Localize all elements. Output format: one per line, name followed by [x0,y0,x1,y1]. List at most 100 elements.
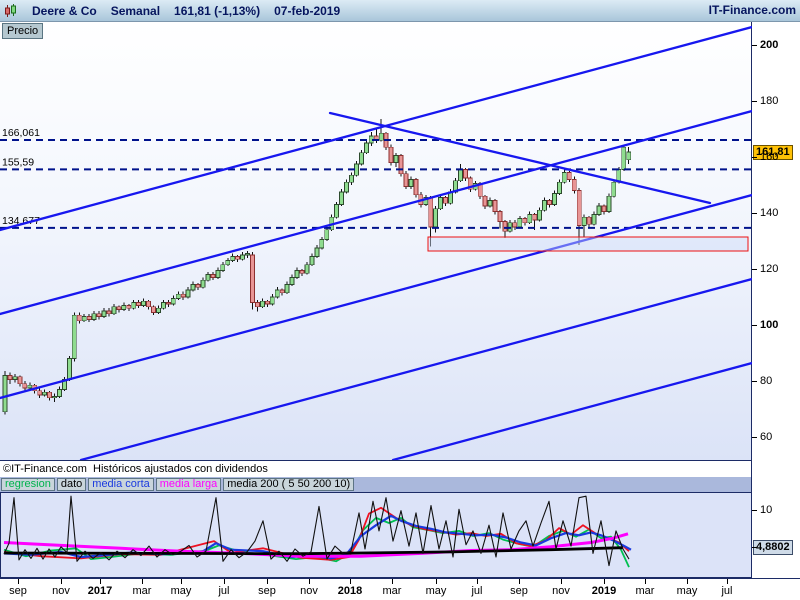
candle-body [344,181,349,193]
candle-body [393,155,399,164]
candle-body [255,302,260,308]
legend-tab-dato[interactable]: dato [56,478,87,491]
legend-tab-media-corta[interactable]: media corta [88,478,154,491]
candle-body [170,297,176,305]
candle-body [492,199,498,212]
candlestick-logo-icon [4,3,18,19]
price-tick-label: 180 [760,95,779,107]
candle-down [7,372,13,384]
candle-up [190,281,196,292]
axis-tick [752,157,757,158]
tab-precio[interactable]: Precio [2,23,44,39]
candle-up [507,220,513,233]
candle-body [240,254,246,260]
axis-tick [752,213,757,214]
time-tick-label: may [425,585,447,597]
candle-up [457,164,463,183]
candle-body [52,395,57,399]
candle-body [279,289,285,294]
time-axis[interactable]: sep nov 2017 mar may jul sep nov 2018 mar may jul se… [0,578,800,600]
candle-up [240,252,246,261]
candle-body [408,178,414,187]
trend-line [0,25,752,232]
candle-up [101,308,107,318]
time-tick [392,579,393,584]
candle-down [96,311,102,320]
price-tick-label: 200 [760,39,779,51]
candle-body [482,195,488,207]
candle-body [180,293,186,298]
candle-body [190,283,196,291]
candle-down [462,168,468,181]
candle-up [438,194,444,211]
candle-up [71,312,77,362]
candle-body [37,390,43,396]
candle-body [146,300,151,308]
candle-body [581,216,587,226]
time-tick [224,579,225,584]
candle-down [482,194,488,209]
time-tick [18,579,19,584]
candle-body [566,171,572,180]
candle-down [566,171,572,183]
candle-down [586,215,592,227]
candle-body [334,204,340,218]
candle-body [438,197,444,210]
candle-up [160,299,166,310]
candle-down [235,255,241,262]
time-tick [477,579,478,584]
price-tick-label: 80 [760,375,773,387]
candle-up [131,299,137,310]
time-tick [727,579,728,584]
timeframe-label: Semanal [110,3,161,18]
candle-up [111,304,117,316]
candle-up [289,274,295,286]
candle-up [363,138,369,155]
candle-up [42,389,47,397]
candle-body [22,383,28,389]
candle-up [274,287,280,299]
candle-body [537,209,542,221]
candle-up [66,355,72,381]
legend-tab-media-larga[interactable]: media larga [155,478,222,491]
price-axis[interactable]: 161,81 4,8802 200 180 160 140 120 100 80 60 10 [752,22,800,578]
candle-body [136,302,142,306]
price-tick-label: 60 [760,431,773,443]
candle-body [517,218,523,228]
indicator-panel[interactable] [0,492,752,578]
candle-body [324,229,330,241]
candle-body [349,174,354,183]
candle-up [200,277,206,289]
candle-up [334,201,340,219]
candle-up [141,298,147,307]
legend-tab-regresion[interactable]: regresion [1,478,55,491]
candle-down [22,381,28,391]
candle-up [596,203,602,216]
quote-change-label: 161,81 (-1,13%) [174,3,261,18]
candle-body [403,173,409,187]
candle-up [606,193,612,213]
candle-down [492,199,498,215]
candle-up [62,376,67,391]
candle-body [12,376,18,380]
candle-body [81,316,87,322]
candle-up [185,287,191,299]
candle-body [557,181,562,194]
time-tick [61,579,62,584]
candle-body [165,302,171,305]
time-tick-label: mar [382,585,402,597]
candle-down [413,178,419,198]
legend-tab-media-200-5-50-200-10-[interactable]: media 200 ( 5 50 200 10) [223,478,355,491]
price-chart-panel[interactable]: 166,061 155,59 134,677 [0,22,752,460]
candle-body [205,274,211,281]
candle-body [363,142,369,154]
candle-up [12,374,18,383]
candle-body [225,260,231,266]
axis-tick [752,437,757,438]
candle-down [502,220,508,239]
candle-down [165,299,171,307]
time-tick-label: may [170,585,192,597]
candle-body [215,269,221,278]
candle-up [537,207,542,222]
candle-body [467,177,473,190]
